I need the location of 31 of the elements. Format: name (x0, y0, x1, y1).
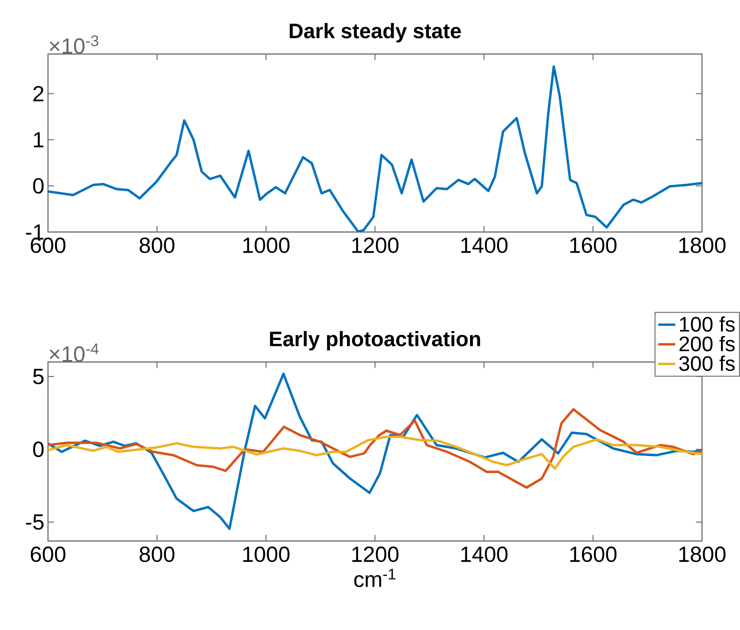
legend-label: 300 fs (679, 356, 735, 371)
chart-title: Dark steady state (290, 22, 461, 42)
x-tick-label: 1200 (352, 238, 399, 254)
x-tick-label: 600 (30, 546, 66, 562)
legend-label: 200 fs (680, 336, 735, 352)
x-tick-label: 1400 (461, 238, 508, 254)
x-tick-label: 1000 (243, 238, 290, 254)
line-series (48, 408, 702, 489)
text: ×10$^{-4}$ (50, 344, 99, 362)
x-tick-label: 1800 (679, 238, 726, 254)
x-tick-label: 1800 (679, 546, 726, 562)
x-tick-label: 1400 (461, 546, 508, 562)
line-series (48, 372, 702, 530)
text: ×10$^{-3}$ (50, 35, 98, 54)
y-tick-label: 0 (33, 442, 44, 458)
x-tick-label: 1600 (570, 238, 617, 254)
x-tick-label: 1600 (570, 546, 617, 562)
y-tick-label: -5 (26, 514, 44, 530)
x-tick-label: 600 (30, 238, 66, 254)
x-tick-label: 1000 (243, 546, 290, 562)
y-tick-label: 0 (33, 178, 44, 194)
x-tick-label: 800 (140, 238, 174, 254)
legend-label: 100 fs (680, 316, 735, 332)
line-series (48, 436, 702, 470)
y-tick-label: 5 (33, 368, 44, 384)
x-tick-label: 800 (140, 546, 174, 562)
x-tick-label: 1200 (352, 546, 399, 562)
x-axis-title: cm$^{-1}$ (354, 568, 396, 588)
chart-title: Early photoactivation (270, 331, 480, 351)
y-tick-label: 1 (34, 132, 44, 148)
y-tick-label: 2 (33, 86, 44, 102)
